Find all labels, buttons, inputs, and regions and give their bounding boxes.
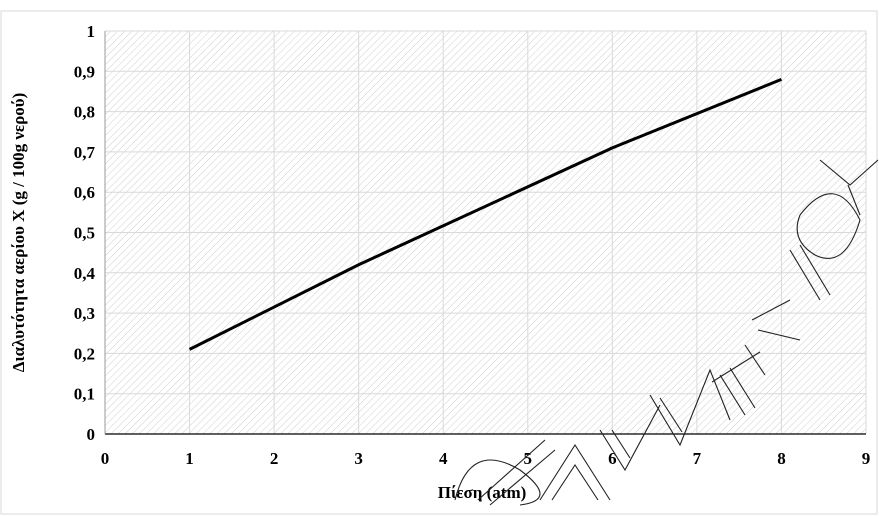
gridlines — [105, 30, 867, 434]
y-tick-label: 1 — [87, 22, 96, 41]
watermark-stroke — [789, 244, 831, 301]
watermark-stroke — [539, 443, 611, 501]
axes — [104, 31, 866, 435]
x-tick-label: 4 — [439, 449, 448, 468]
x-tick-label: 0 — [101, 449, 110, 468]
y-tick-label: 0,5 — [74, 224, 95, 243]
series-line — [188, 77, 783, 351]
x-tick-label: 1 — [185, 449, 194, 468]
y-tick-label: 0,9 — [74, 62, 95, 81]
y-axis-title: Διαλυτότητα αερίου X (g / 100g νερού) — [9, 93, 28, 373]
watermark-stroke — [744, 299, 801, 376]
x-tick-label: 2 — [270, 449, 279, 468]
watermark-stroke — [796, 193, 861, 260]
y-tick-label: 0,2 — [74, 344, 95, 363]
watermark — [454, 159, 879, 506]
watermark-stroke — [711, 351, 761, 416]
y-tick-label: 0,7 — [74, 143, 96, 162]
x-axis-title: Πίεση (atm) — [438, 483, 527, 502]
x-tick-label: 9 — [862, 449, 871, 468]
series-layer — [188, 77, 783, 351]
watermark-stroke — [599, 404, 661, 472]
y-tick-label: 0 — [87, 425, 96, 444]
chart-frame — [0, 10, 878, 515]
y-tick-label: 0,1 — [74, 385, 95, 404]
y-tick-label: 0,6 — [74, 183, 95, 202]
x-tick-label: 3 — [354, 449, 363, 468]
y-tick-label: 0,4 — [74, 264, 96, 283]
y-tick-label: 0,8 — [74, 103, 95, 122]
tick-labels: 0 1 2 3 4 5 6 7 8 9 0 0,1 0,2 0,3 0,4 0,5 0,6 0,7 0,8 0,9 1 — [74, 22, 871, 468]
watermark-stroke — [649, 368, 731, 447]
watermark-stroke — [454, 459, 541, 506]
x-tick-label: 5 — [524, 449, 533, 468]
x-tick-label: 8 — [777, 449, 786, 468]
x-tick-label: 6 — [608, 449, 617, 468]
y-tick-label: 0,3 — [74, 304, 95, 323]
x-tick-label: 7 — [693, 449, 702, 468]
watermark-stroke — [477, 439, 556, 506]
watermark-stroke — [819, 159, 879, 216]
